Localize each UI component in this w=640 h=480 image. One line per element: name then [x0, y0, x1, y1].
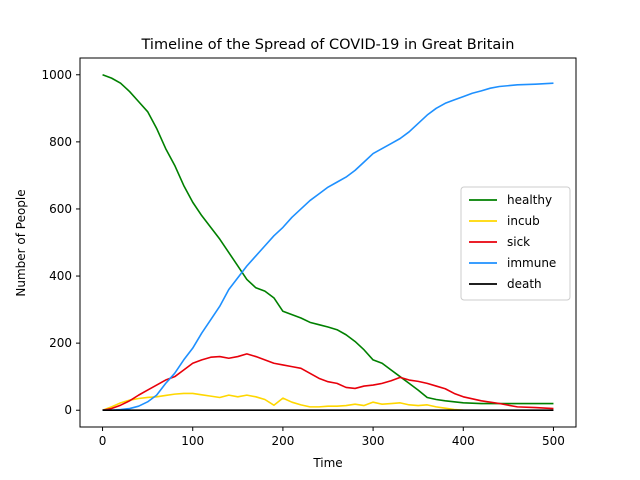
x-axis: 0 100 200 300 400 500 [99, 427, 565, 448]
y-tick-label: 800 [49, 135, 72, 149]
x-tick-label: 100 [181, 434, 204, 448]
y-axis: 0 200 400 600 800 1000 [41, 68, 80, 417]
x-axis-label: Time [312, 456, 342, 470]
x-tick-label: 300 [362, 434, 385, 448]
chart-title: Timeline of the Spread of COVID-19 in Gr… [141, 37, 515, 53]
y-tick-label: 0 [64, 403, 72, 417]
y-tick-label: 1000 [41, 68, 72, 82]
x-tick-label: 200 [271, 434, 294, 448]
series-line-immune [102, 82, 554, 412]
legend-label-sick: sick [507, 235, 530, 249]
y-tick-label: 400 [49, 269, 72, 283]
y-tick-label: 200 [49, 336, 72, 350]
legend-label-immune: immune [507, 256, 556, 270]
legend-label-healthy: healthy [507, 193, 552, 207]
legend-box [460, 186, 571, 301]
x-tick-label: 0 [99, 434, 107, 448]
y-axis-label: Number of People [14, 189, 28, 296]
plot-frame [79, 57, 577, 428]
series-layer [102, 74, 554, 412]
series-line-sick [102, 353, 554, 412]
series-line-healthy [102, 74, 554, 405]
legend-label-death: death [507, 277, 542, 291]
legend: healthy incub sick immune death [460, 186, 571, 301]
legend-label-incub: incub [507, 214, 540, 228]
series-line-incub [102, 392, 464, 412]
x-tick-label: 500 [542, 434, 565, 448]
x-tick-label: 400 [452, 434, 475, 448]
y-tick-label: 600 [49, 202, 72, 216]
